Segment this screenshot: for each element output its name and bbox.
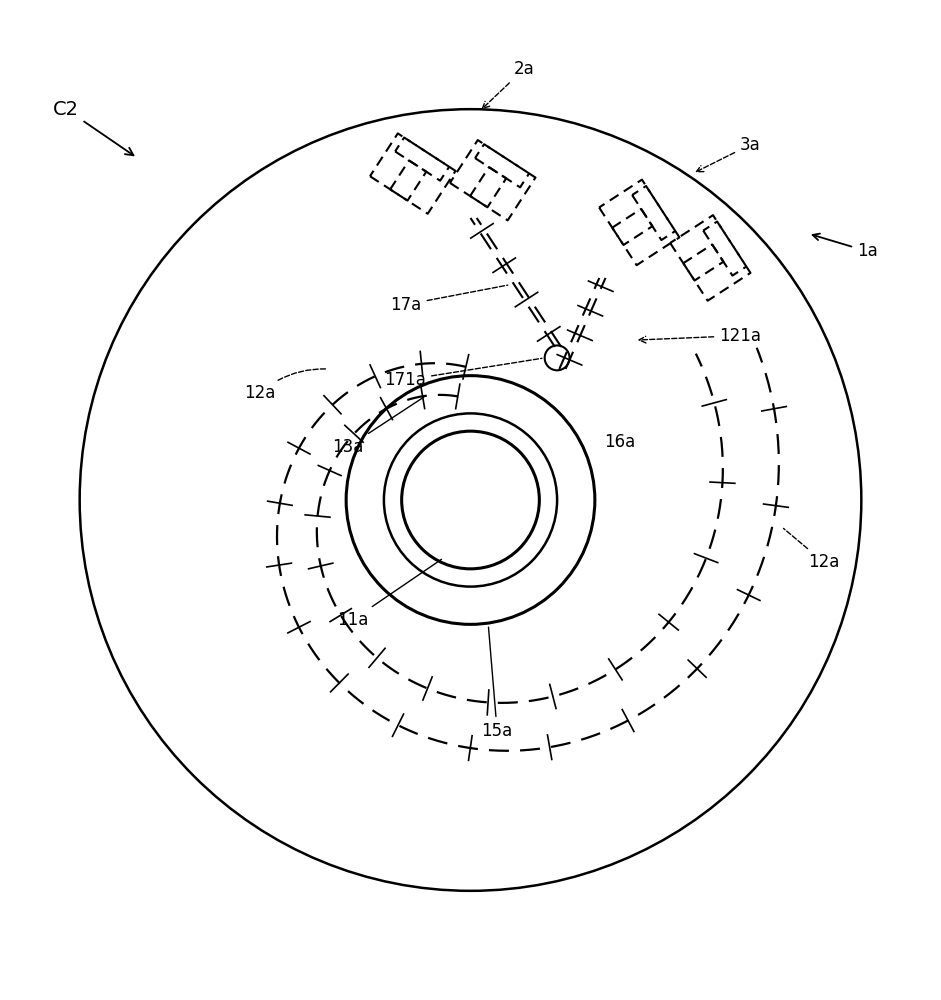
Text: 15a: 15a (482, 627, 513, 740)
Text: 12a: 12a (244, 369, 326, 402)
Text: 13a: 13a (332, 397, 423, 456)
Text: 3a: 3a (696, 136, 760, 172)
Text: 16a: 16a (604, 433, 635, 451)
Text: 121a: 121a (639, 327, 761, 345)
Text: 2a: 2a (483, 60, 534, 108)
Text: 1a: 1a (813, 234, 878, 260)
Text: C2: C2 (53, 100, 134, 155)
Text: 171a: 171a (384, 358, 542, 389)
Text: 11a: 11a (337, 559, 441, 629)
Text: 17a: 17a (391, 285, 508, 314)
Text: 12a: 12a (784, 528, 839, 571)
